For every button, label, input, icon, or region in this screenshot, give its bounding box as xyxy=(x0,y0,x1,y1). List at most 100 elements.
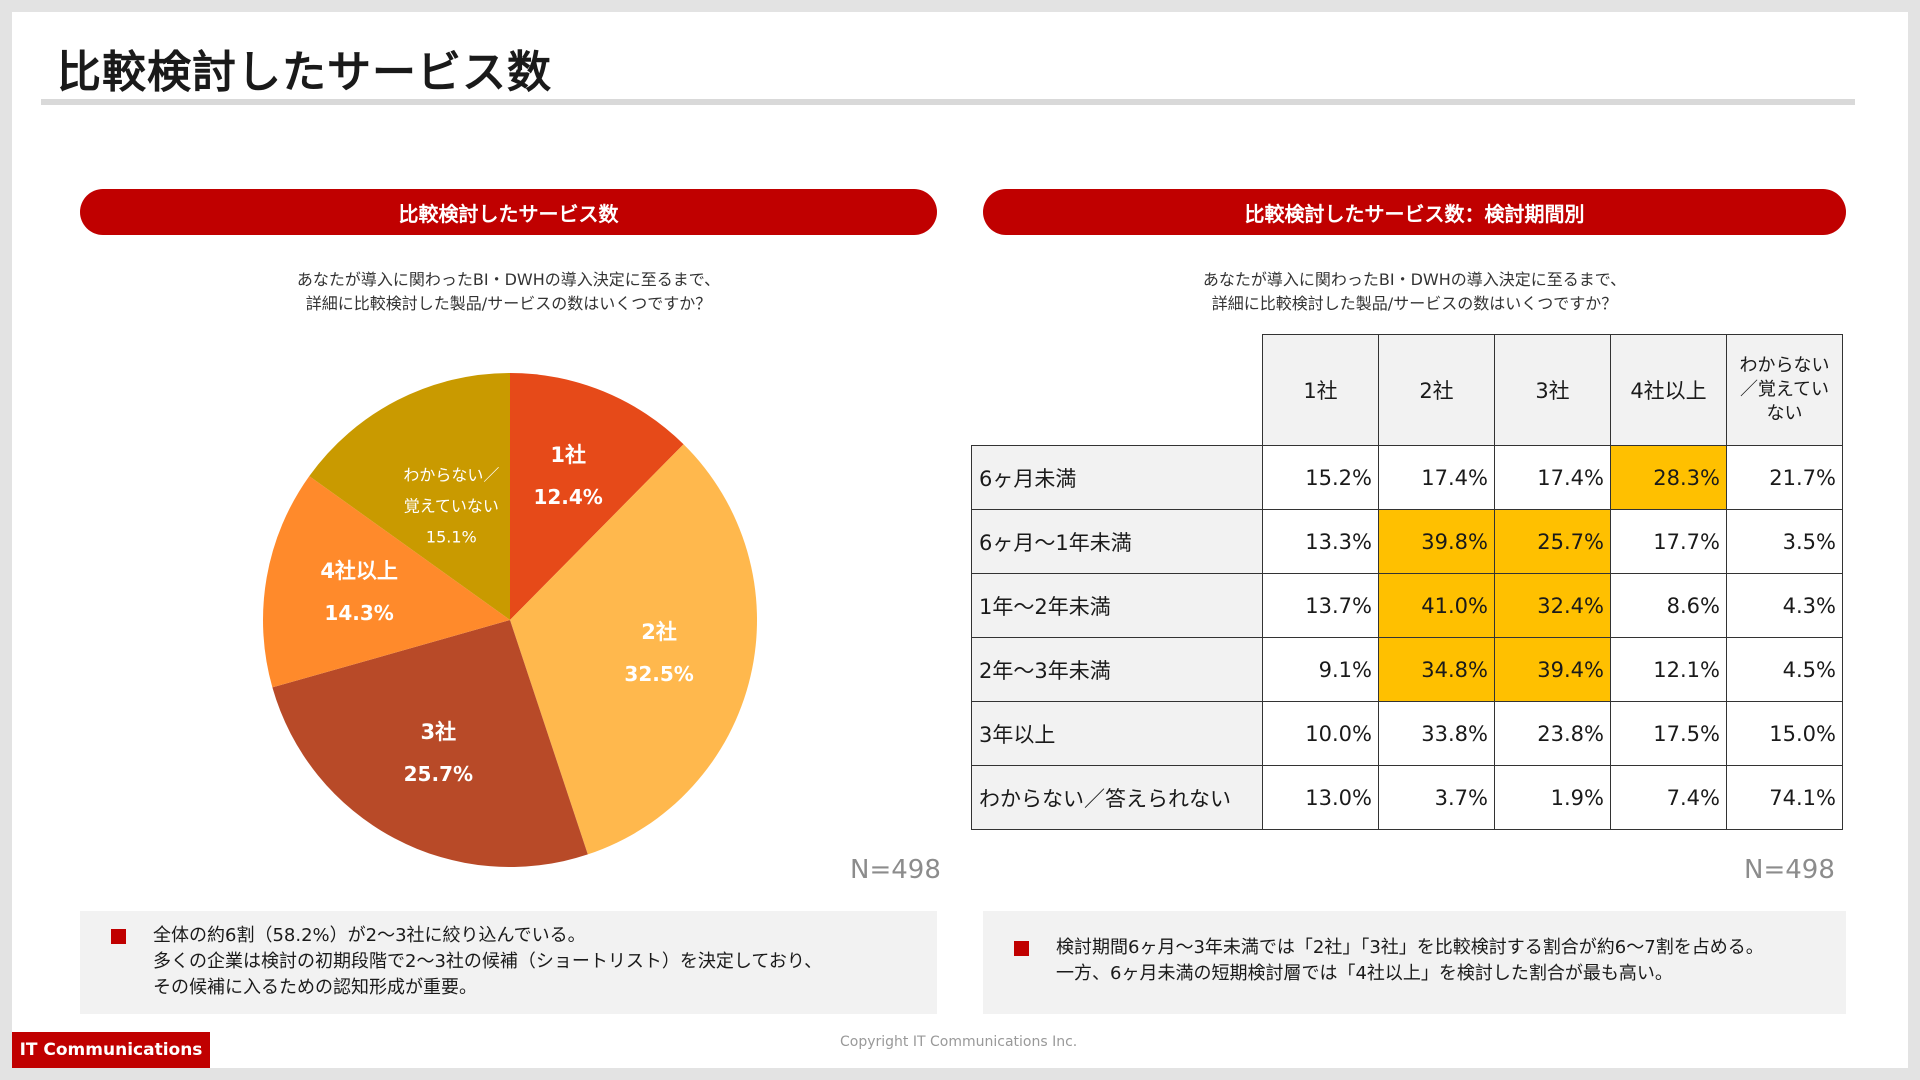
left-summary-line: 全体の約6割（58.2%）が2〜3社に絞り込んでいる。 xyxy=(153,925,586,946)
table-cell: 41.0% xyxy=(1378,573,1495,638)
table-cell: 13.0% xyxy=(1262,765,1379,830)
pie-slice xyxy=(263,476,510,688)
table-row-header: 2年〜3年未満 xyxy=(971,637,1263,702)
right-panel-header: 比較検討したサービス数：検討期間別 xyxy=(983,189,1846,235)
table-cell: 33.8% xyxy=(1378,701,1495,766)
pie-slice xyxy=(510,373,684,620)
pie-chart xyxy=(263,373,757,867)
pie-slice xyxy=(510,444,757,855)
column-header-label: 3社 xyxy=(1495,375,1610,405)
table-cell: 32.4% xyxy=(1494,573,1611,638)
column-header-line: 1社 xyxy=(1303,379,1338,403)
table-cell: 13.3% xyxy=(1262,509,1379,574)
right-question-line: あなたが導入に関わったBI・DWHの導入決定に至るまで、 xyxy=(1202,270,1627,289)
right-n-label: N=498 xyxy=(1744,855,1835,885)
table-cell: 4.5% xyxy=(1726,637,1843,702)
pie-label: 3社 25.7% xyxy=(404,711,473,795)
column-header-line: 4社以上 xyxy=(1630,379,1707,403)
pie-label-value: 15.1% xyxy=(425,527,477,547)
left-summary-line: 多くの企業は検討の初期段階で2〜3社の候補（ショートリスト）を決定しており、 xyxy=(153,951,823,972)
table-cell: 7.4% xyxy=(1610,765,1727,830)
table-cell: 17.5% xyxy=(1610,701,1727,766)
table-row-header: 3年以上 xyxy=(971,701,1263,766)
pie-label-name: 覚えていない xyxy=(403,496,499,516)
table-cell: 15.0% xyxy=(1726,701,1843,766)
table-cell: 15.2% xyxy=(1262,445,1379,510)
table-column-header: わからない ／覚えていない xyxy=(1726,334,1843,446)
table-body: 6ヶ月未満 15.2% 17.4% 17.4% 28.3% 21.7% 6ヶ月〜1年未満 13… xyxy=(971,445,1843,830)
table-header-row: 1社 2社 3社 4社以上 わからない ／覚えていない xyxy=(972,334,1843,446)
pie-label-name: 3社 xyxy=(420,720,457,745)
right-summary-box: 検討期間6ヶ月〜3年未満では「2社」「3社」を比較検討する割合が約6〜7割を占め… xyxy=(983,911,1846,1014)
table-cell: 39.4% xyxy=(1494,637,1611,702)
pie-label: 4社以上 14.3% xyxy=(320,550,398,634)
table-cell: 1.9% xyxy=(1494,765,1611,830)
page-title: 比較検討したサービス数 xyxy=(57,47,552,98)
pie-label-value: 12.4% xyxy=(533,485,603,510)
table-row: 6ヶ月未満 15.2% 17.4% 17.4% 28.3% 21.7% xyxy=(971,445,1843,510)
table-cell: 10.0% xyxy=(1262,701,1379,766)
pie-slice xyxy=(272,620,588,867)
table-cell: 3.5% xyxy=(1726,509,1843,574)
table-row: 6ヶ月〜1年未満 13.3% 39.8% 25.7% 17.7% 3.5% xyxy=(971,509,1843,574)
table-row-header: 6ヶ月未満 xyxy=(971,445,1263,510)
table-cell: 8.6% xyxy=(1610,573,1727,638)
left-panel-header: 比較検討したサービス数 xyxy=(80,189,937,235)
pie-slice xyxy=(309,373,510,620)
pie-label-value: 32.5% xyxy=(624,661,694,686)
crosstab-table: 1社 2社 3社 4社以上 わからない ／覚えていない 6ヶ月未満 15.2% 17.4% 17… xyxy=(971,334,1843,830)
table-cell: 39.8% xyxy=(1378,509,1495,574)
table-cell: 12.1% xyxy=(1610,637,1727,702)
table-cell: 4.3% xyxy=(1726,573,1843,638)
pie-label-name: 2社 xyxy=(641,619,677,644)
column-header-line: ／覚えてい xyxy=(1739,379,1830,400)
copyright: Copyright IT Communications Inc. xyxy=(840,1034,1078,1050)
table-column-header: 3社 xyxy=(1494,334,1611,446)
pie-label-name: 4社以上 xyxy=(320,558,398,583)
pie-label: 1社 12.4% xyxy=(533,434,602,518)
left-question: あなたが導入に関わったBI・DWHの導入決定に至るまで、 詳細に比較検討した製品… xyxy=(80,268,937,316)
right-question: あなたが導入に関わったBI・DWHの導入決定に至るまで、 詳細に比較検討した製品… xyxy=(983,268,1846,316)
table-row-header: 1年〜2年未満 xyxy=(971,573,1263,638)
column-header-label: わからない ／覚えていない xyxy=(1737,354,1833,426)
column-header-line: 2社 xyxy=(1419,379,1454,403)
title-divider xyxy=(41,99,1855,105)
column-header-label: 4社以上 xyxy=(1611,375,1726,405)
table-cell: 28.3% xyxy=(1610,445,1727,510)
table-column-header: 4社以上 xyxy=(1610,334,1727,446)
column-header-label: 1社 xyxy=(1263,375,1378,405)
table-cell: 17.4% xyxy=(1378,445,1495,510)
right-question-line: 詳細に比較検討した製品/サービスの数はいくつですか？ xyxy=(1211,294,1618,313)
pie-label-value: 25.7% xyxy=(403,762,474,787)
table-cell: 9.1% xyxy=(1262,637,1379,702)
left-summary-line: その候補に入るための認知形成が重要。 xyxy=(153,977,477,998)
left-summary-box: 全体の約6割（58.2%）が2〜3社に絞り込んでいる。 多くの企業は検討の初期段… xyxy=(80,911,937,1014)
column-header-line: 3社 xyxy=(1535,379,1570,403)
right-summary-line: 一方、6ヶ月未満の短期検討層では「4社以上」を検討した割合が最も高い。 xyxy=(1056,963,1673,984)
table-column-header: 2社 xyxy=(1378,334,1495,446)
table-row: 3年以上 10.0% 33.8% 23.8% 17.5% 15.0% xyxy=(971,701,1843,766)
left-question-line: 詳細に比較検討した製品/サービスの数はいくつですか？ xyxy=(305,294,712,313)
table-row-header: 6ヶ月〜1年未満 xyxy=(971,509,1263,574)
table-cell: 25.7% xyxy=(1494,509,1611,574)
pie-label-value: 14.3% xyxy=(324,600,394,625)
table-cell: 74.1% xyxy=(1726,765,1843,830)
pie-label: わからない／ 覚えていない 15.1% xyxy=(403,459,499,552)
table-row-header: わからない／答えられない xyxy=(971,765,1263,830)
column-header-line: ない xyxy=(1766,403,1803,424)
pie-label-name: わからない／ xyxy=(403,465,500,485)
bullet-icon xyxy=(1014,941,1029,956)
table-cell: 17.7% xyxy=(1610,509,1727,574)
table-column-header: 1社 xyxy=(1262,334,1379,446)
right-summary-line: 検討期間6ヶ月〜3年未満では「2社」「3社」を比較検討する割合が約6〜7割を占め… xyxy=(1056,937,1764,958)
bullet-icon xyxy=(111,929,126,944)
table-row: 2年〜3年未満 9.1% 34.8% 39.4% 12.1% 4.5% xyxy=(971,637,1843,702)
brand-badge: IT Communications xyxy=(12,1032,210,1068)
column-header-label: 2社 xyxy=(1379,375,1494,405)
left-n-label: N=498 xyxy=(850,855,941,885)
table-cell: 21.7% xyxy=(1726,445,1843,510)
table-cell: 13.7% xyxy=(1262,573,1379,638)
column-header-line: わからない xyxy=(1739,355,1830,376)
table-cell: 3.7% xyxy=(1378,765,1495,830)
table-corner xyxy=(972,335,1263,446)
